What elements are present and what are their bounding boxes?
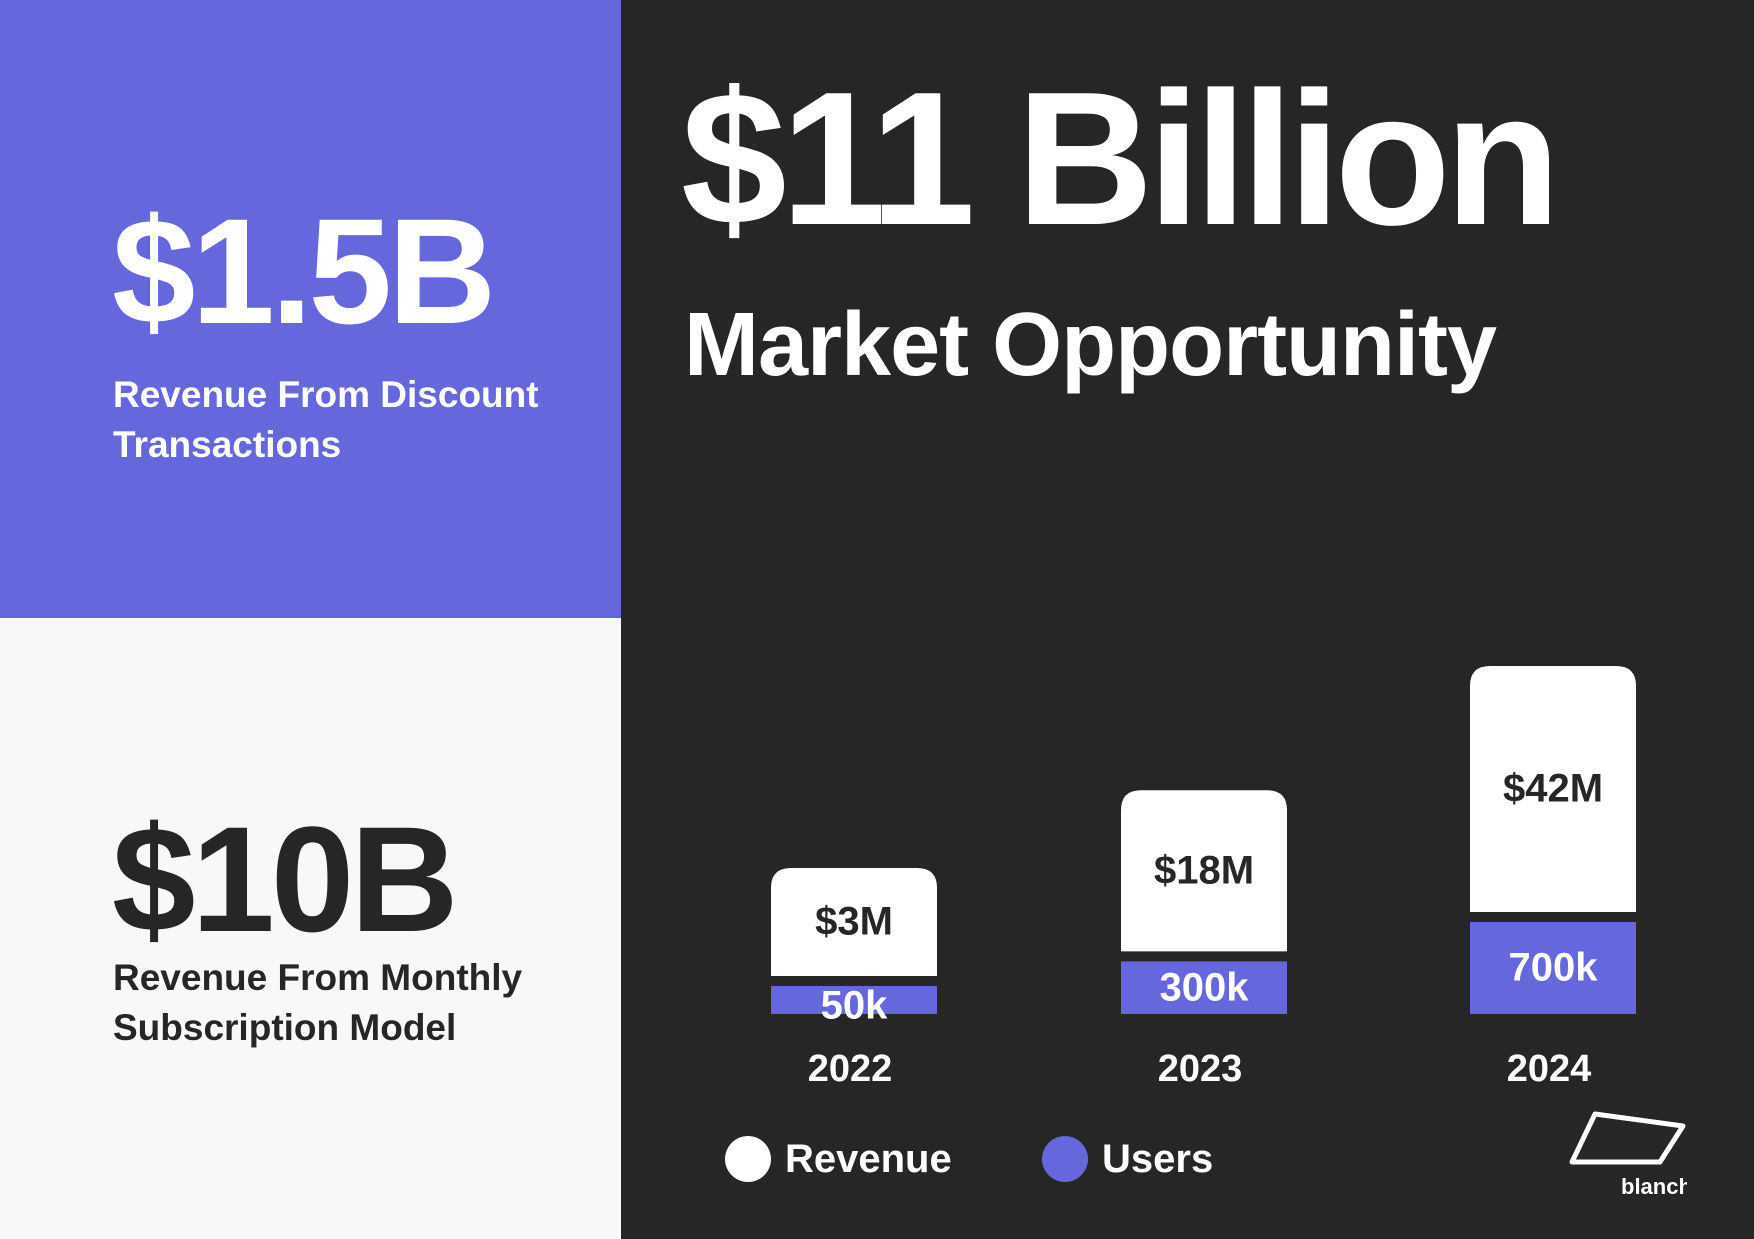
subscription-revenue-label: Revenue From Monthly Subscription Model (113, 957, 523, 1048)
blanch-logo-icon: blanch (1569, 1111, 1687, 1199)
market-opportunity-subtitle: Market Opportunity (684, 295, 1497, 395)
year-label-2024: 2024 (1507, 1048, 1592, 1090)
users-bar-2022 (771, 986, 937, 1014)
year-label-2022: 2022 (808, 1048, 893, 1090)
revenue-label-2024: $42M (1503, 767, 1603, 811)
revenue-bar-2024 (1470, 666, 1636, 912)
discount-stat-panel: $1.5B Revenue From Discount Transactions (0, 0, 621, 618)
users-bar-2023 (1121, 961, 1287, 1014)
users-label-2024: 700k (1509, 946, 1599, 990)
users-label-2022: 50k (821, 984, 888, 1028)
revenue-label-2023: $18M (1154, 848, 1254, 892)
market-opportunity-panel: $11 Billion Market Opportunity (621, 0, 1754, 1239)
users-legend-label: Users (1102, 1136, 1214, 1181)
revenue-legend-swatch (725, 1136, 771, 1182)
brand-name: blanch (1621, 1174, 1687, 1199)
year-label-2023: 2023 (1158, 1048, 1243, 1090)
users-label-2023: 300k (1160, 965, 1250, 1009)
legend-item-revenue: Revenue (725, 1135, 952, 1183)
subscription-stat-panel: $10B Revenue From Monthly Subscription M… (0, 618, 621, 1239)
revenue-label-2022: $3M (815, 900, 893, 944)
legend-item-users: Users (1042, 1135, 1213, 1183)
discount-revenue-value: $1.5B (112, 187, 496, 355)
users-legend-swatch (1042, 1136, 1088, 1182)
revenue-legend-label: Revenue (785, 1136, 952, 1181)
revenue-bar-2022 (771, 868, 937, 976)
discount-revenue-label: Revenue From Discount Transactions (113, 374, 539, 465)
market-size-title: $11 Billion (681, 53, 1561, 265)
users-bar-2024 (1470, 922, 1636, 1014)
revenue-bar-2023 (1121, 790, 1287, 952)
subscription-revenue-value: $10B (112, 795, 459, 963)
